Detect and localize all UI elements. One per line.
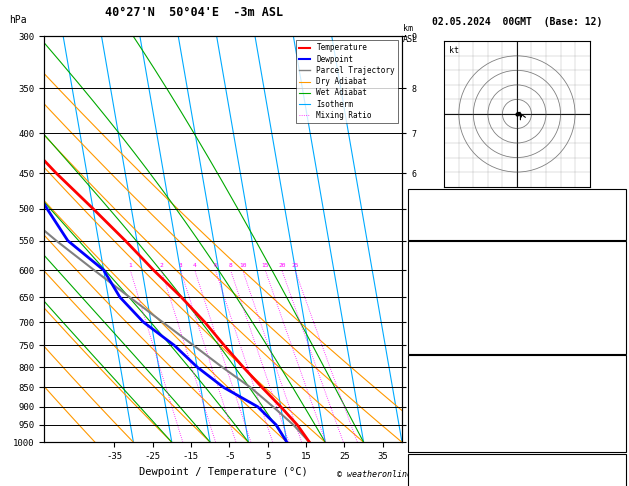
Text: 9: 9 bbox=[618, 305, 623, 314]
Legend: Temperature, Dewpoint, Parcel Trajectory, Dry Adiabat, Wet Adiabat, Isotherm, Mi: Temperature, Dewpoint, Parcel Trajectory… bbox=[296, 40, 398, 123]
Text: 43: 43 bbox=[613, 207, 623, 215]
Text: 0: 0 bbox=[618, 435, 623, 444]
Text: 309: 309 bbox=[607, 290, 623, 298]
Text: 1: 1 bbox=[128, 263, 132, 268]
Text: 8: 8 bbox=[229, 263, 232, 268]
Text: Totals Totals: Totals Totals bbox=[411, 207, 481, 215]
Text: 25: 25 bbox=[291, 263, 299, 268]
Text: Temp (°C): Temp (°C) bbox=[411, 259, 459, 267]
Text: kt: kt bbox=[448, 46, 459, 54]
Text: 15: 15 bbox=[262, 263, 269, 268]
Text: © weatheronline.co.uk: © weatheronline.co.uk bbox=[338, 469, 442, 479]
Text: 0: 0 bbox=[618, 336, 623, 345]
Text: hPa: hPa bbox=[9, 15, 27, 25]
Text: Surface: Surface bbox=[498, 243, 536, 252]
Text: 10: 10 bbox=[239, 263, 247, 268]
Text: Hodograph: Hodograph bbox=[493, 456, 541, 465]
Text: 4: 4 bbox=[193, 263, 197, 268]
Text: Most Unstable: Most Unstable bbox=[482, 357, 552, 366]
Text: 02.05.2024  00GMT  (Base: 12): 02.05.2024 00GMT (Base: 12) bbox=[431, 17, 602, 27]
Text: 15: 15 bbox=[613, 191, 623, 200]
Text: 20: 20 bbox=[278, 263, 286, 268]
Text: Pressure (mb): Pressure (mb) bbox=[411, 373, 481, 382]
Text: CAPE (J): CAPE (J) bbox=[411, 321, 454, 330]
Text: 10: 10 bbox=[613, 274, 623, 283]
Text: 850: 850 bbox=[607, 373, 623, 382]
Text: CAPE (J): CAPE (J) bbox=[411, 419, 454, 428]
Text: km
ASL: km ASL bbox=[403, 24, 418, 44]
Text: 317: 317 bbox=[607, 388, 623, 397]
Text: CIN (J): CIN (J) bbox=[411, 336, 448, 345]
Text: 0: 0 bbox=[618, 419, 623, 428]
Text: 6: 6 bbox=[213, 263, 217, 268]
Text: 15.9: 15.9 bbox=[602, 259, 623, 267]
Text: 1.41: 1.41 bbox=[602, 222, 623, 231]
Text: 4: 4 bbox=[618, 404, 623, 413]
Text: Lifted Index: Lifted Index bbox=[411, 305, 475, 314]
Text: 57: 57 bbox=[613, 471, 623, 480]
Text: 0: 0 bbox=[618, 321, 623, 330]
Text: Lifted Index: Lifted Index bbox=[411, 404, 475, 413]
Text: K: K bbox=[411, 191, 416, 200]
Text: θₑ(K): θₑ(K) bbox=[411, 290, 437, 298]
Text: EH: EH bbox=[411, 471, 421, 480]
Text: θₑ (K): θₑ (K) bbox=[411, 388, 443, 397]
Text: PW (cm): PW (cm) bbox=[411, 222, 448, 231]
Text: 3: 3 bbox=[179, 263, 182, 268]
Text: 2: 2 bbox=[160, 263, 164, 268]
X-axis label: Dewpoint / Temperature (°C): Dewpoint / Temperature (°C) bbox=[138, 467, 308, 477]
Text: 40°27'N  50°04'E  -3m ASL: 40°27'N 50°04'E -3m ASL bbox=[105, 6, 284, 19]
Text: CIN (J): CIN (J) bbox=[411, 435, 448, 444]
Text: Dewp (°C): Dewp (°C) bbox=[411, 274, 459, 283]
